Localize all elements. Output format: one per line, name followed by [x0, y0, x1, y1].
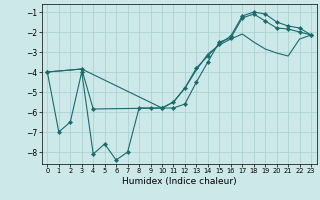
X-axis label: Humidex (Indice chaleur): Humidex (Indice chaleur): [122, 177, 236, 186]
